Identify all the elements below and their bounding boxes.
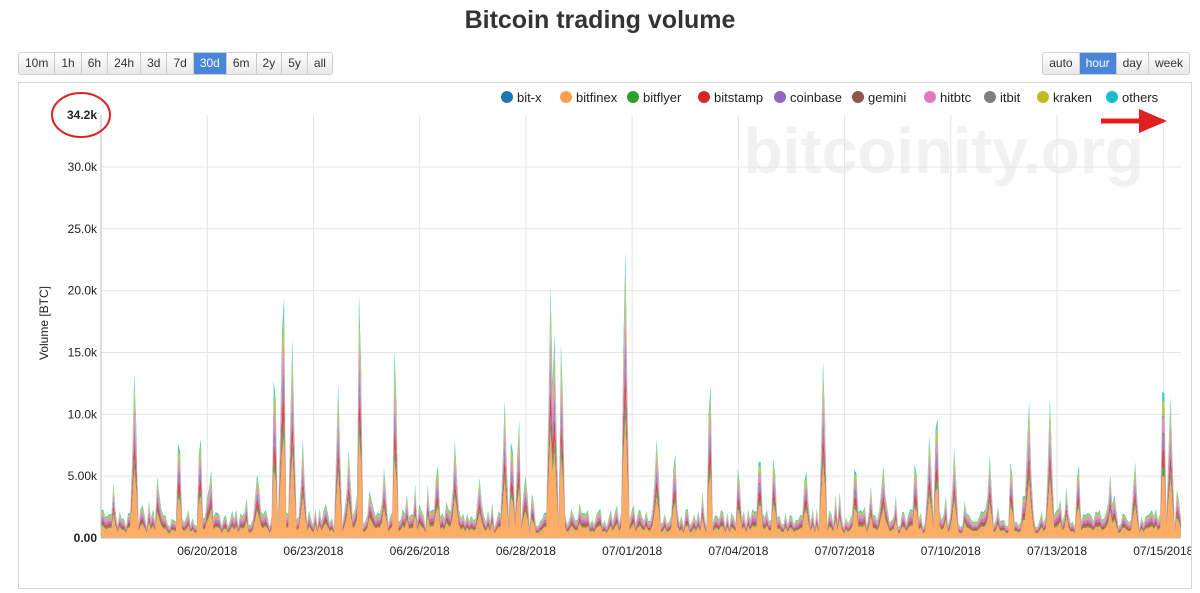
x-tick-label: 07/13/2018 xyxy=(1027,544,1087,558)
y-tick-label: 34.2k xyxy=(67,108,97,122)
stacked-series xyxy=(101,251,1181,538)
x-tick-label: 07/01/2018 xyxy=(602,544,662,558)
x-axis: 06/20/2018 06/23/2018 06/26/2018 06/28/2018… xyxy=(101,537,1194,558)
y-tick-label: 10.0k xyxy=(68,407,98,421)
legend-marker-bitfinex xyxy=(560,91,572,103)
series-area-itbit xyxy=(101,297,1181,530)
range-2y-button[interactable]: 2y xyxy=(256,53,283,74)
legend-label-bitfinex: bitfinex xyxy=(576,90,618,105)
x-tick-label: 06/28/2018 xyxy=(496,544,556,558)
x-tick-label: 07/15/2018 xyxy=(1133,544,1191,558)
range-6h-button[interactable]: 6h xyxy=(81,53,109,74)
x-tick-label: 07/04/2018 xyxy=(708,544,768,558)
x-tick-label: 06/26/2018 xyxy=(390,544,450,558)
range-10m-button[interactable]: 10m xyxy=(19,53,56,74)
legend-label-itbit: itbit xyxy=(1000,90,1021,105)
resolution-selector: auto hour day week xyxy=(1042,52,1190,75)
volume-chart: bitcoinity.org 0.00 5.00k 10.0k 15.0k 20.0k 2… xyxy=(37,90,1194,558)
range-24h-button[interactable]: 24h xyxy=(108,53,142,74)
legend-marker-gemini xyxy=(852,91,864,103)
legend-label-bitstamp: bitstamp xyxy=(714,90,763,105)
gridlines xyxy=(101,115,1181,538)
range-30d-button[interactable]: 30d xyxy=(193,53,227,74)
legend-marker-hitbtc xyxy=(924,91,936,103)
series-area-gemini xyxy=(101,330,1181,531)
series-area-kraken xyxy=(101,269,1181,530)
legend-label-gemini: gemini xyxy=(868,90,906,105)
series-area-coinbase xyxy=(101,336,1181,532)
range-1h-button[interactable]: 1h xyxy=(55,53,82,74)
legend-marker-bitflyer xyxy=(627,91,639,103)
annotation-circle xyxy=(51,92,111,138)
legend-marker-itbit xyxy=(984,91,996,103)
legend-marker-others xyxy=(1106,91,1118,103)
time-range-selector: 10m 1h 6h 24h 3d 7d 30d 6m 2y 5y all xyxy=(18,52,333,75)
range-5y-button[interactable]: 5y xyxy=(282,53,308,74)
y-tick-label: 20.0k xyxy=(68,284,98,298)
legend-marker-bit-x xyxy=(501,91,513,103)
legend-marker-coinbase xyxy=(774,91,786,103)
y-axis: 0.00 5.00k 10.0k 15.0k 20.0k 25.0k 30.0k 34.2k xyxy=(67,108,102,545)
series-area-bitfinex xyxy=(101,416,1181,538)
series-area-others xyxy=(101,251,1181,529)
series-area-bitstamp xyxy=(101,365,1181,533)
watermark: bitcoinity.org xyxy=(743,115,1144,187)
range-3d-button[interactable]: 3d xyxy=(141,53,168,74)
resolution-hour-button[interactable]: hour xyxy=(1079,53,1117,74)
range-6m-button[interactable]: 6m xyxy=(226,53,257,74)
legend-marker-kraken xyxy=(1037,91,1049,103)
y-tick-label: 25.0k xyxy=(68,222,98,236)
legend-label-coinbase: coinbase xyxy=(790,90,842,105)
resolution-day-button[interactable]: day xyxy=(1116,53,1149,74)
legend-label-kraken: kraken xyxy=(1053,90,1092,105)
x-tick-label: 07/10/2018 xyxy=(921,544,981,558)
x-tick-label: 06/23/2018 xyxy=(283,544,343,558)
range-7d-button[interactable]: 7d xyxy=(167,53,194,74)
y-tick-label: 5.00k xyxy=(68,469,98,483)
y-tick-label: 30.0k xyxy=(68,160,98,174)
resolution-week-button[interactable]: week xyxy=(1148,53,1189,74)
legend-marker-bitstamp xyxy=(698,91,710,103)
series-area-hitbtc xyxy=(101,302,1181,531)
x-tick-label: 06/20/2018 xyxy=(177,544,237,558)
legend: bit-x bitfinex bitflyer bitstamp coinbase gem… xyxy=(501,90,1159,105)
annotation-arrow-head xyxy=(1139,109,1167,133)
legend-label-others: others xyxy=(1122,90,1159,105)
page-title: Bitcoin trading volume xyxy=(464,6,736,34)
resolution-auto-button[interactable]: auto xyxy=(1043,53,1080,74)
y-tick-label: 0.00 xyxy=(74,531,98,545)
legend-label-bit-x: bit-x xyxy=(517,90,542,105)
annotations xyxy=(51,92,1167,138)
legend-label-bitflyer: bitflyer xyxy=(643,90,682,105)
legend-label-hitbtc: hitbtc xyxy=(940,90,972,105)
range-all-button[interactable]: all xyxy=(307,53,332,74)
y-axis-label: Volume [BTC] xyxy=(37,286,51,360)
chart-panel: bitcoinity.org 0.00 5.00k 10.0k 15.0k 20.0k 2… xyxy=(18,82,1194,589)
y-tick-label: 15.0k xyxy=(68,345,98,359)
x-tick-label: 07/07/2018 xyxy=(815,544,875,558)
